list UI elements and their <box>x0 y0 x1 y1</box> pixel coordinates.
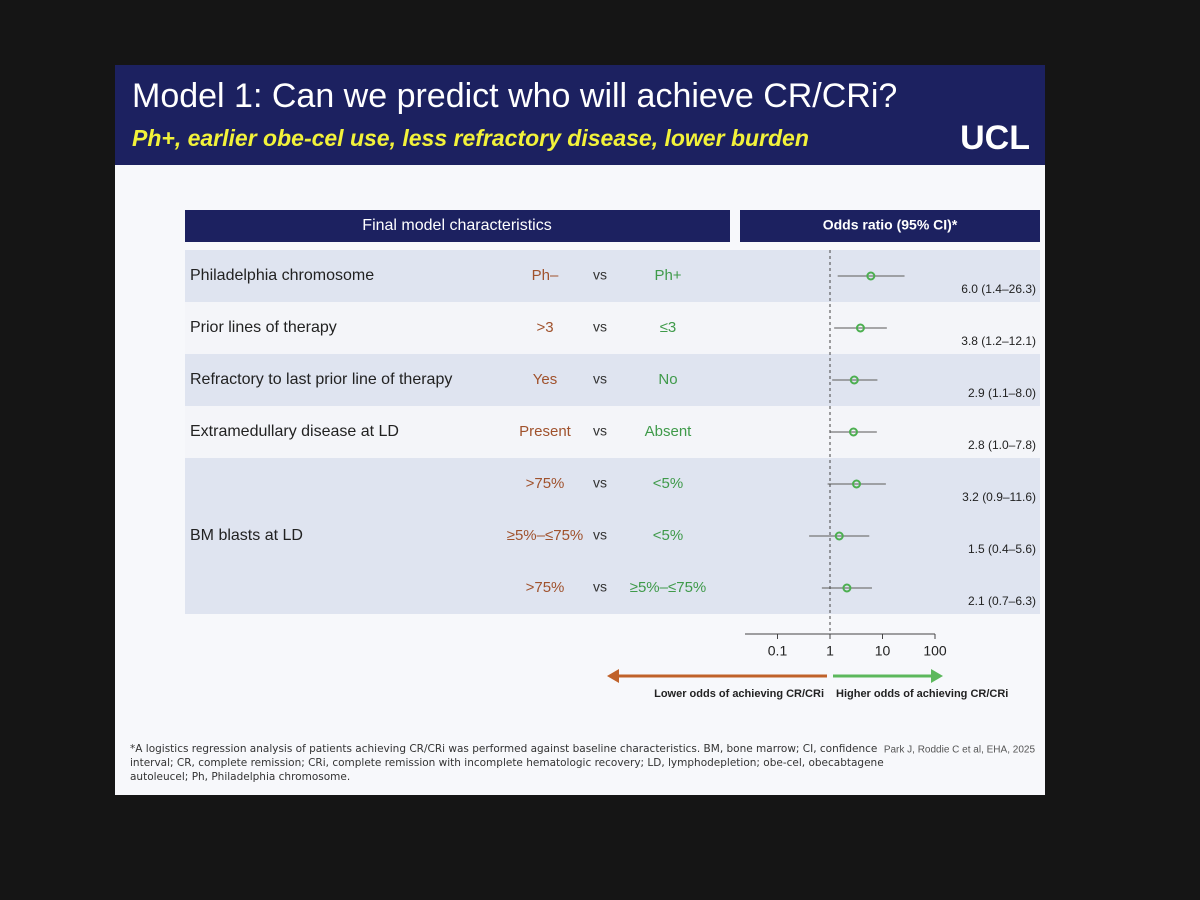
higher-arrowhead <box>931 669 943 683</box>
odds-point <box>849 375 859 385</box>
comparator-level: Absent <box>645 423 693 440</box>
citation: Park J, Roddie C et al, EHA, 2025 <box>884 745 1036 756</box>
vs-label: vs <box>593 319 607 335</box>
characteristic: Refractory to last prior line of therapy <box>190 371 452 388</box>
odds-point <box>852 479 862 489</box>
characteristic: Philadelphia chromosome <box>190 267 374 284</box>
comparator-level: <5% <box>653 475 683 492</box>
value-label: 3.8 (1.2–12.1) <box>961 334 1036 348</box>
odds-point <box>834 531 844 541</box>
x-tick-label: 1 <box>826 643 834 659</box>
row-band <box>185 458 1040 614</box>
value-label: 6.0 (1.4–26.3) <box>961 282 1036 296</box>
reference-level: >3 <box>536 319 553 336</box>
comparator-level: Ph+ <box>654 267 681 284</box>
value-label: 2.9 (1.1–8.0) <box>968 386 1036 400</box>
odds-point <box>848 427 858 437</box>
reference-level: ≥5%–≤75% <box>507 527 584 544</box>
odds-point <box>855 323 865 333</box>
comparator-level: ≥5%–≤75% <box>630 579 707 596</box>
x-tick-label: 0.1 <box>768 643 788 659</box>
value-label: 1.5 (0.4–5.6) <box>968 542 1036 556</box>
value-label: 3.2 (0.9–11.6) <box>962 490 1036 504</box>
logo: UCL <box>960 119 1030 157</box>
footnote: *A logistics regression analysis of pati… <box>130 743 884 783</box>
characteristic: Prior lines of therapy <box>190 319 337 336</box>
subtitle: Ph+, earlier obe-cel use, less refractor… <box>132 125 809 151</box>
reference-level: >75% <box>526 475 565 492</box>
value-header-bar <box>740 210 1040 242</box>
comparator-level: ≤3 <box>660 319 677 336</box>
value-header: Odds ratio (95% CI)* <box>823 217 958 233</box>
vs-label: vs <box>593 423 607 439</box>
vs-label: vs <box>593 579 607 595</box>
vs-label: vs <box>593 371 607 387</box>
table-header-bar <box>185 210 730 242</box>
x-tick-label: 100 <box>923 643 947 659</box>
title: Model 1: Can we predict who will achieve… <box>132 77 897 115</box>
lower-label: Lower odds of achieving CR/CRi <box>654 688 824 700</box>
odds-point <box>866 271 876 281</box>
vs-label: vs <box>593 267 607 283</box>
vs-label: vs <box>593 527 607 543</box>
title-bar <box>115 65 1045 165</box>
x-tick-label: 10 <box>875 643 891 659</box>
odds-point <box>842 583 852 593</box>
comparator-level: <5% <box>653 527 683 544</box>
higher-label: Higher odds of achieving CR/CRi <box>836 688 1008 700</box>
reference-level: Present <box>519 423 572 440</box>
value-label: 2.8 (1.0–7.8) <box>968 438 1036 452</box>
row-band <box>185 302 1040 354</box>
reference-level: >75% <box>526 579 565 596</box>
characteristic: BM blasts at LD <box>190 527 303 544</box>
reference-level: Yes <box>533 371 557 388</box>
vs-label: vs <box>593 475 607 491</box>
comparator-level: No <box>658 371 677 388</box>
row-band <box>185 354 1040 406</box>
value-label: 2.1 (0.7–6.3) <box>968 594 1036 608</box>
row-band <box>185 406 1040 458</box>
characteristic: Extramedullary disease at LD <box>190 423 399 440</box>
table-header: Final model characteristics <box>362 217 551 234</box>
lower-arrowhead <box>607 669 619 683</box>
reference-level: Ph– <box>532 267 559 284</box>
